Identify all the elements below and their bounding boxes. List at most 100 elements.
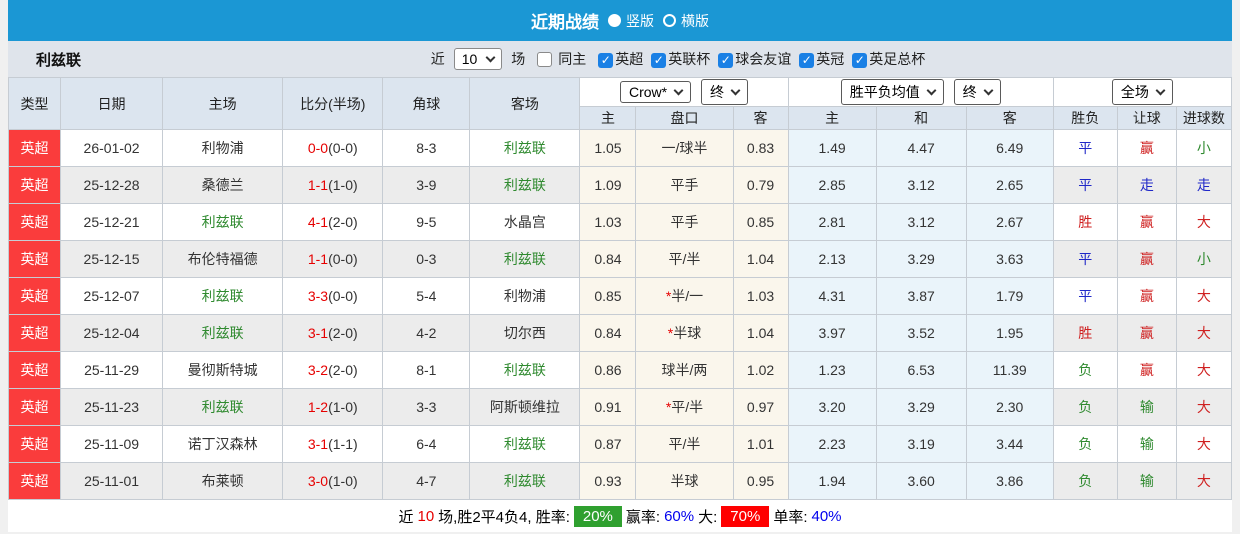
away-team: 利兹联: [469, 425, 581, 463]
match-score: 4-1(2-0): [282, 203, 384, 241]
table-row: 英超 25-12-21 利兹联 4-1(2-0) 9-5 水晶宫 1.03 平手…: [7, 203, 1233, 241]
sub-header-result: 胜负: [1052, 106, 1118, 130]
match-score: 3-1(1-1): [282, 425, 384, 463]
handicap-outcome: 赢: [1116, 203, 1177, 241]
handicap-outcome: 赢: [1116, 277, 1177, 315]
handicap-name: 一/球半: [661, 140, 708, 156]
avg-away: 3.86: [965, 462, 1054, 500]
crow-home-odds: 0.86: [579, 351, 637, 389]
handicap-outcome: 赢: [1116, 314, 1177, 352]
summary-bar: 近 10 场,胜2平4负4, 胜率: 20% 赢率: 60% 大: 70% 单率: 40…: [8, 500, 1232, 532]
match-score: 3-0(1-0): [282, 462, 384, 500]
avg-home: 4.31: [787, 277, 877, 315]
handicap-name: 平/半: [668, 436, 701, 452]
score-half: (2-0): [328, 362, 358, 378]
avg-draw: 3.60: [875, 462, 967, 500]
avg-away: 11.39: [965, 351, 1054, 389]
crow-away-odds: 1.04: [732, 314, 789, 352]
avg-time-select[interactable]: 终: [953, 79, 1001, 105]
away-team: 利兹联: [469, 240, 581, 278]
league-filter-label[interactable]: 英足总杯: [869, 51, 926, 67]
odds-time-select[interactable]: 终: [701, 79, 748, 105]
goals-outcome: 大: [1175, 388, 1233, 426]
handicap-star: *: [665, 288, 672, 304]
handicap-outcome: 输: [1116, 388, 1177, 426]
league-filter-label[interactable]: 英联杯: [668, 51, 711, 67]
match-date: 25-12-04: [60, 314, 164, 352]
league-filter-label[interactable]: 英超: [615, 51, 644, 67]
games-label: 场: [511, 51, 526, 67]
avg-away: 2.67: [965, 203, 1054, 241]
league-filter-label[interactable]: 球会友谊: [735, 51, 792, 67]
avg-home: 1.23: [787, 351, 877, 389]
corner-count: 5-4: [382, 277, 471, 315]
home-team: 利兹联: [162, 314, 284, 352]
score-half: (2-0): [328, 214, 358, 230]
checked-checkbox-icon[interactable]: ✓: [852, 52, 868, 68]
crow-away-odds: 1.03: [732, 277, 789, 315]
chevron-down-icon: [673, 85, 684, 95]
league-filter-label[interactable]: 英冠: [816, 51, 845, 67]
odds-company-select[interactable]: Crow*: [619, 81, 692, 103]
score-half: (2-0): [328, 325, 358, 341]
result-outcome: 负: [1052, 388, 1118, 426]
radio-horizontal-label[interactable]: 横版: [681, 12, 709, 29]
scope-select[interactable]: 全场: [1111, 79, 1173, 105]
col-header-away: 客场: [469, 77, 581, 130]
score-half: (0-0): [328, 140, 358, 156]
match-date: 25-12-07: [60, 277, 164, 315]
radio-vertical-label[interactable]: 竖版: [626, 12, 654, 29]
avg-odds-value: 胜平负均值: [849, 84, 920, 100]
table-row: 英超 25-11-01 布莱顿 3-0(1-0) 4-7 利兹联 0.93 半球…: [7, 462, 1233, 500]
avg-draw: 3.52: [875, 314, 967, 352]
checked-checkbox-icon[interactable]: ✓: [718, 52, 734, 68]
checked-checkbox-icon[interactable]: ✓: [651, 52, 667, 68]
checked-checkbox-icon[interactable]: ✓: [598, 52, 614, 68]
win-odds-label: 赢率:: [625, 508, 661, 526]
result-outcome: 负: [1052, 462, 1118, 500]
layout-radio-vertical[interactable]: 竖版: [608, 11, 654, 31]
radio-unselected-icon[interactable]: [663, 14, 676, 27]
league-filter-item[interactable]: ✓ 英超: [590, 51, 644, 68]
sub-header-goals: 进球数: [1175, 106, 1233, 130]
radio-selected-icon[interactable]: [608, 14, 621, 27]
same-home-label[interactable]: 同主: [558, 51, 587, 67]
avg-home: 2.23: [787, 425, 877, 463]
avg-home: 1.94: [787, 462, 877, 500]
match-score: 1-2(1-0): [282, 388, 384, 426]
league-badge: 英超: [7, 388, 62, 426]
result-outcome: 平: [1052, 277, 1118, 315]
filter-bar: 利兹联 近 10 场 同主 ✓ 英超 ✓ 英联杯 ✓ 球会友谊 ✓ 英冠 ✓ 英足总杯: [8, 41, 1232, 77]
checked-checkbox-icon[interactable]: ✓: [799, 52, 815, 68]
avg-home: 2.81: [787, 203, 877, 241]
league-filter-item[interactable]: ✓ 英联杯: [643, 51, 711, 68]
table-row: 英超 25-12-04 利兹联 3-1(2-0) 4-2 切尔西 0.84 *半…: [7, 314, 1233, 352]
sub-header-handicap: 盘口: [635, 106, 734, 130]
match-score: 0-0(0-0): [282, 129, 384, 167]
same-home-checkbox[interactable]: [537, 51, 553, 67]
crow-away-odds: 1.04: [732, 240, 789, 278]
recent-count-select[interactable]: 10: [453, 48, 503, 70]
crow-home-odds: 1.09: [579, 166, 637, 204]
avg-draw: 6.53: [875, 351, 967, 389]
page-title: 近期战绩: [531, 13, 599, 32]
layout-radio-horizontal[interactable]: 横版: [663, 11, 709, 31]
win-rate-badge: 20%: [573, 505, 622, 527]
scope-value: 全场: [1120, 84, 1149, 100]
filter-controls: 近 10 场 同主 ✓ 英超 ✓ 英联杯 ✓ 球会友谊 ✓ 英冠 ✓ 英足总杯: [431, 48, 926, 70]
league-filter-item[interactable]: ✓ 英足总杯: [844, 51, 926, 68]
avg-odds-select[interactable]: 胜平负均值: [840, 79, 944, 105]
score-main: 3-0: [307, 473, 329, 489]
col-header-corner: 角球: [382, 77, 471, 130]
league-filter-item[interactable]: ✓ 英冠: [791, 51, 845, 68]
goals-outcome: 大: [1175, 425, 1233, 463]
recent-results-widget: 近期战绩 竖版 横版 利兹联 近 10 场 同主 ✓ 英超 ✓ 英联杯 ✓ 球会友谊 ✓ 英冠…: [7, 0, 1233, 532]
score-half: (1-1): [328, 436, 358, 452]
corner-count: 3-9: [382, 166, 471, 204]
handicap-outcome: 赢: [1116, 129, 1177, 167]
table-row: 英超 25-12-28 桑德兰 1-1(1-0) 3-9 利兹联 1.09 平手…: [7, 166, 1233, 204]
score-half: (1-0): [328, 399, 358, 415]
avg-odds-header: 胜平负均值 终: [787, 77, 1054, 107]
match-score: 3-2(2-0): [282, 351, 384, 389]
league-filter-item[interactable]: ✓ 球会友谊: [710, 51, 792, 68]
